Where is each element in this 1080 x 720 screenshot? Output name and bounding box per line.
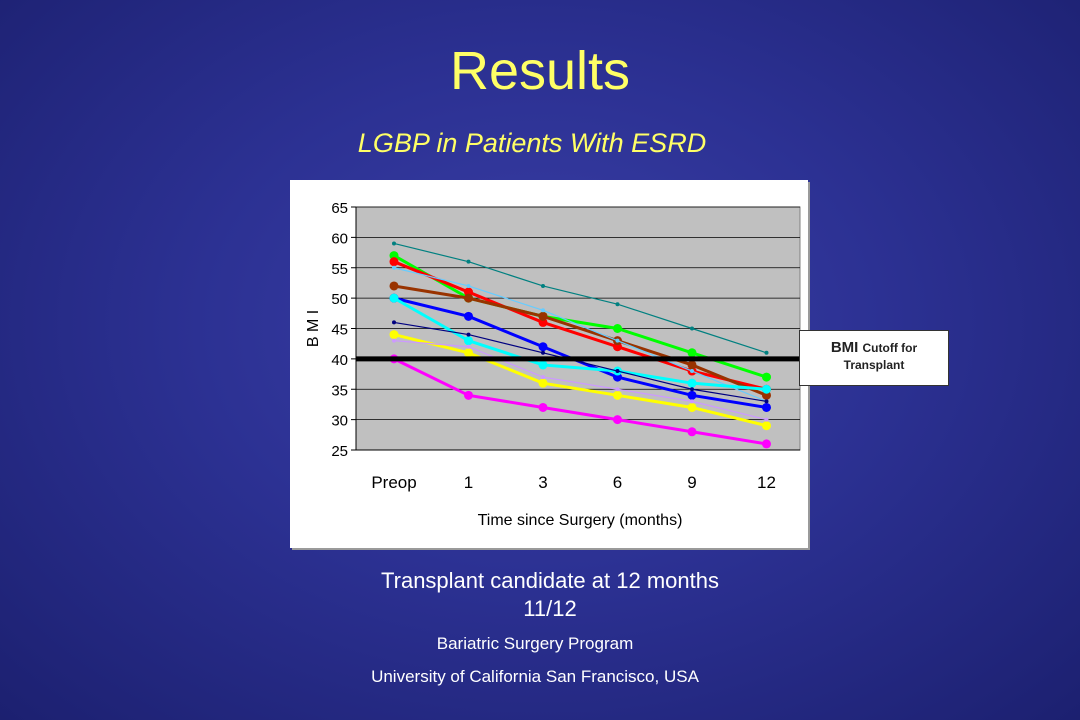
y-tick-label: 60 (331, 230, 348, 247)
y-tick-label: 25 (331, 443, 348, 460)
data-point (615, 387, 620, 392)
data-point (613, 415, 622, 425)
data-point (690, 387, 694, 392)
data-point (541, 350, 545, 355)
data-point (538, 378, 548, 388)
data-point (464, 293, 473, 303)
data-point (687, 427, 697, 437)
bmi-cutoff-callout: BMI Cutoff for Transplant (799, 330, 949, 386)
series-line (393, 340, 767, 421)
y-tick-label: 40 (331, 352, 348, 369)
data-point (615, 338, 620, 343)
series-line (393, 242, 767, 354)
data-point (392, 320, 396, 325)
series-line (393, 357, 767, 446)
series-line (393, 296, 767, 391)
x-tick-label: 1 (464, 473, 473, 492)
series-line (393, 321, 767, 402)
data-point (764, 399, 769, 404)
x-tick-label: 12 (757, 473, 776, 492)
x-tick-label: 9 (687, 473, 696, 492)
transplant-ratio: 11/12 (523, 596, 577, 621)
data-point (464, 348, 473, 358)
data-point (464, 390, 473, 400)
data-point (389, 281, 399, 291)
data-point (541, 283, 545, 288)
data-point (392, 265, 396, 270)
slide-title: Results (449, 41, 631, 101)
data-point (690, 326, 694, 331)
data-point (764, 417, 769, 422)
y-tick-label: 50 (331, 291, 348, 308)
series-line (393, 267, 767, 402)
data-point (538, 342, 548, 352)
data-point (541, 308, 545, 313)
y-tick-label: 55 (331, 261, 348, 278)
series-line (393, 333, 767, 428)
data-point (389, 257, 399, 267)
data-point (464, 336, 473, 346)
data-point (538, 360, 548, 370)
x-axis-title: Time since Surgery (months) (478, 512, 683, 529)
slide-subtitle: LGBP in Patients With ESRD (357, 128, 707, 158)
y-tick-label: 35 (331, 382, 348, 399)
data-point (687, 378, 697, 388)
cutoff-label-line1: BMI Cutoff for (800, 339, 948, 357)
y-tick-label: 45 (331, 322, 348, 339)
data-point (762, 372, 771, 382)
data-point (762, 439, 771, 449)
x-tick-label: 6 (613, 473, 622, 492)
data-point (762, 421, 771, 431)
data-point (687, 348, 697, 358)
data-point (690, 399, 694, 404)
data-point (687, 390, 697, 400)
data-point (389, 293, 399, 303)
cutoff-label-main: BMI (830, 339, 859, 356)
chart-panel: 25 30 35 40 45 50 55 60 65 Preop 1 3 6 9 12 Time since … (290, 180, 808, 548)
data-point (687, 360, 697, 370)
cutoff-label-line2: Transplant (843, 358, 905, 372)
series-line (393, 260, 767, 391)
data-point (392, 241, 396, 246)
bmi-line-chart: 25 30 35 40 45 50 55 60 65 Preop 1 3 6 9 12 Time since … (305, 200, 808, 529)
series-line (393, 284, 768, 397)
data-point (615, 369, 620, 374)
data-point (615, 302, 620, 307)
data-point (690, 369, 694, 374)
institution-name: University of California San Francisco, … (371, 667, 699, 686)
data-point (466, 259, 471, 264)
x-tick-label: 3 (538, 473, 547, 492)
data-point (464, 311, 473, 321)
x-tick-label: Preop (371, 473, 416, 492)
data-point (613, 324, 622, 333)
data-point (466, 344, 471, 349)
y-axis-title: B M I (305, 310, 322, 347)
program-name: Bariatric Surgery Program (436, 634, 634, 653)
data-point (538, 402, 548, 412)
data-point (613, 390, 622, 400)
data-point (392, 338, 396, 343)
data-point (764, 350, 769, 355)
data-point (541, 375, 545, 380)
data-point (762, 384, 771, 394)
data-point (466, 283, 471, 288)
y-tick-label: 65 (331, 200, 348, 217)
data-point (538, 311, 548, 321)
data-point (687, 402, 697, 412)
data-point (466, 332, 471, 337)
data-point (389, 330, 399, 340)
cutoff-label-small: Cutoff for (862, 341, 918, 355)
transplant-note: Transplant candidate at 12 months (381, 568, 719, 593)
data-point (762, 402, 771, 412)
y-tick-label: 30 (331, 413, 348, 430)
